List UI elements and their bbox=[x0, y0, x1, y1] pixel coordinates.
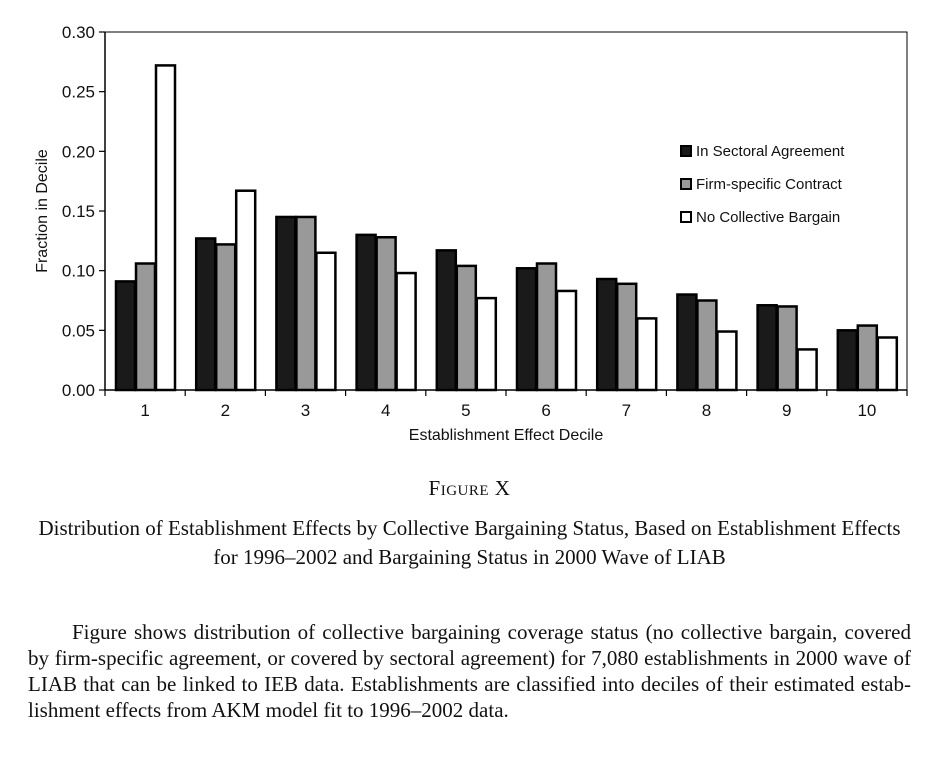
legend-label: In Sectoral Agreement bbox=[696, 143, 845, 160]
bar bbox=[856, 324, 879, 392]
bar bbox=[535, 262, 558, 392]
x-tick-label: 1 bbox=[140, 401, 149, 420]
x-tick-label: 4 bbox=[381, 401, 390, 420]
bar bbox=[375, 236, 397, 392]
x-tick-label: 7 bbox=[622, 401, 631, 420]
y-tick-label: 0.10 bbox=[62, 262, 95, 281]
bar bbox=[315, 251, 337, 392]
x-tick-label: 5 bbox=[461, 401, 470, 420]
x-axis-label: Establishment Effect Decile bbox=[409, 427, 604, 444]
bar bbox=[635, 317, 658, 392]
legend-swatch bbox=[680, 145, 692, 157]
bar bbox=[796, 348, 818, 392]
y-tick-label: 0.05 bbox=[62, 321, 95, 340]
x-tick-label: 6 bbox=[541, 401, 550, 420]
y-axis-label: Fraction in Decile bbox=[34, 149, 51, 273]
figure-note: Figure shows distribution of collective … bbox=[28, 620, 911, 722]
x-tick-label: 2 bbox=[221, 401, 230, 420]
bar-chart: 0.000.050.100.150.200.250.301 2 3 4 5 6 7 8 9 10 … bbox=[34, 23, 908, 444]
legend: In Sectoral Agreement Firm-specific Contr… bbox=[680, 143, 845, 226]
bar bbox=[716, 330, 738, 392]
bar bbox=[615, 282, 638, 392]
x-tick-label: 10 bbox=[857, 401, 876, 420]
bar bbox=[836, 329, 859, 392]
bar bbox=[876, 336, 899, 392]
legend-swatch bbox=[680, 178, 692, 190]
bar bbox=[194, 237, 217, 392]
bar bbox=[595, 277, 618, 392]
y-tick-label: 0.25 bbox=[62, 83, 95, 102]
chart-area: 0.00 0.05 0.10 0.15 0.20 0.25 0.30 1 2 3 4 5 6 7 8 9 10 … bbox=[34, 23, 908, 444]
figure-title: Distribution of Establishment Effects by… bbox=[38, 516, 901, 569]
bar bbox=[676, 293, 698, 392]
bar bbox=[234, 189, 257, 392]
bar bbox=[134, 262, 157, 392]
bar bbox=[154, 64, 177, 392]
bar bbox=[114, 280, 137, 392]
x-tick-label: 3 bbox=[301, 401, 310, 420]
legend-swatch bbox=[680, 211, 692, 223]
bar bbox=[756, 304, 778, 392]
axes: 0.00 0.05 0.10 0.15 0.20 0.25 0.30 1 2 3 4 5 6 7 8 9 10 bbox=[62, 23, 908, 420]
x-tick-label: 8 bbox=[702, 401, 711, 420]
bar bbox=[275, 215, 297, 392]
bar bbox=[214, 243, 237, 392]
bar bbox=[475, 296, 498, 392]
bar bbox=[555, 289, 578, 392]
y-tick-label: 0.30 bbox=[62, 23, 95, 42]
y-tick-label: 0.15 bbox=[62, 202, 95, 221]
bar bbox=[395, 271, 417, 392]
legend-label: Firm-specific Contract bbox=[696, 176, 843, 193]
figure-label: Figure X bbox=[428, 476, 511, 500]
bar bbox=[295, 215, 317, 392]
bar bbox=[515, 267, 538, 392]
x-tick-label: 9 bbox=[782, 401, 791, 420]
bar bbox=[696, 299, 718, 392]
bar bbox=[776, 305, 798, 392]
y-tick-label: 0.20 bbox=[62, 142, 95, 161]
y-tick-label: 0.00 bbox=[62, 381, 95, 400]
legend-label: No Collective Bargain bbox=[696, 209, 840, 226]
bar bbox=[435, 249, 458, 392]
bar bbox=[455, 264, 478, 392]
bar bbox=[355, 233, 377, 392]
bars bbox=[114, 64, 899, 392]
